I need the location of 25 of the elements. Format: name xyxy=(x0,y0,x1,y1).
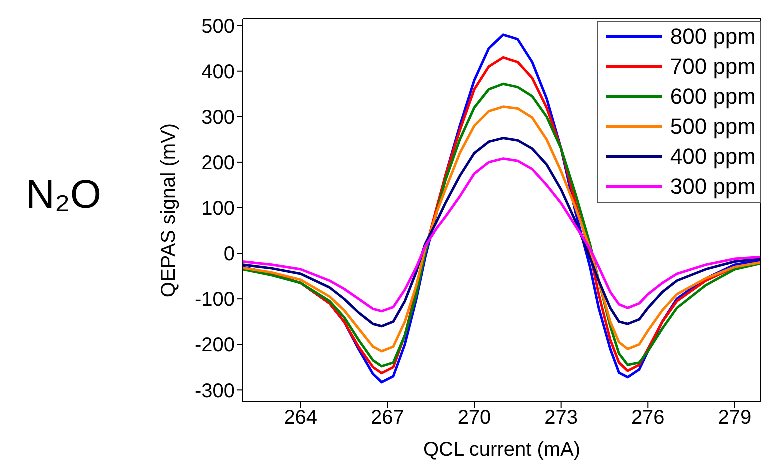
y-tick-label: 300 xyxy=(202,107,235,130)
y-tick-label: -200 xyxy=(194,334,235,357)
legend-label: 800 ppm xyxy=(670,24,756,50)
y-axis-title: QEPAS signal (mV) xyxy=(158,123,180,298)
x-tick-label: 279 xyxy=(718,407,752,430)
x-axis-title: QCL current (mA) xyxy=(423,439,581,461)
y-tick-label: 100 xyxy=(202,198,235,220)
y-tick-label: 400 xyxy=(202,61,235,84)
line-series xyxy=(243,137,761,328)
x-tick-label: 273 xyxy=(544,407,578,430)
legend-label: 400 ppm xyxy=(670,144,756,170)
x-tick-label: 270 xyxy=(458,407,492,430)
y-tick-label: -300 xyxy=(194,380,235,402)
legend-label: 500 ppm xyxy=(670,114,756,140)
y-tick-label: -100 xyxy=(194,289,235,312)
y-tick-label: 200 xyxy=(202,152,235,175)
y-tick-label: 0 xyxy=(224,244,235,266)
x-tick-label: 264 xyxy=(284,407,318,430)
x-tick-label: 267 xyxy=(371,407,404,430)
x-tick-label: 276 xyxy=(631,407,665,430)
legend-label: 700 ppm xyxy=(670,54,756,80)
y-tick-label: 500 xyxy=(202,16,235,38)
legend-label: 600 ppm xyxy=(670,84,756,110)
text: N₂O xyxy=(26,173,102,218)
legend-label: 300 ppm xyxy=(670,174,756,200)
